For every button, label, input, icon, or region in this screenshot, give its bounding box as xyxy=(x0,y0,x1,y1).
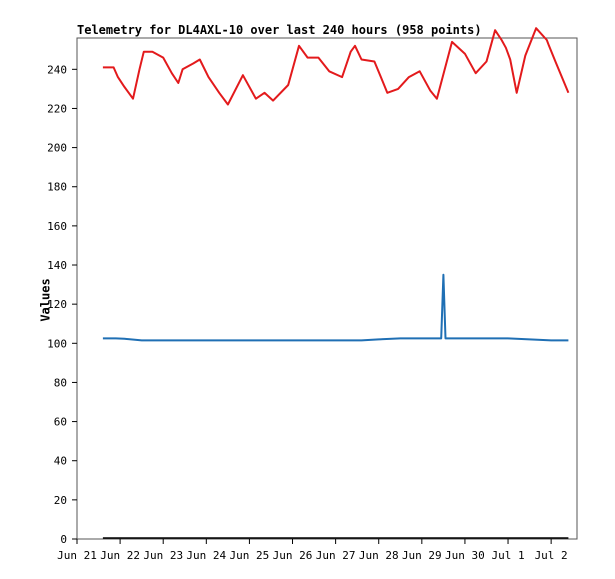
x-tick-label: Jun 29 xyxy=(402,549,442,562)
y-tick-label: 80 xyxy=(54,376,67,389)
y-tick-label: 200 xyxy=(47,142,67,155)
y-tick-label: 120 xyxy=(47,298,67,311)
x-tick-label: Jun 27 xyxy=(316,549,356,562)
x-tick-label: Jun 30 xyxy=(445,549,485,562)
y-tick-label: 100 xyxy=(47,337,67,350)
series-line-2 xyxy=(102,273,569,342)
x-axis-ticks: Jun 21 Jun 22 Jun 23 Jun 24 Jun 25 Jun 26 Jun … xyxy=(57,539,568,562)
x-tick-label: Jul 1 xyxy=(491,549,524,562)
chart-title: Telemetry for DL4AXL-10 over last 240 ho… xyxy=(77,23,482,37)
y-tick-label: 20 xyxy=(54,494,67,507)
y-tick-label: 60 xyxy=(54,416,67,429)
plot-frame xyxy=(76,37,578,540)
x-tick-label: Jul 2 xyxy=(535,549,568,562)
y-tick-label: 40 xyxy=(54,455,67,468)
series-lines xyxy=(102,27,570,539)
x-tick-label: Jun 25 xyxy=(230,549,270,562)
x-tick-label: Jun 23 xyxy=(143,549,183,562)
x-tick-label: Jun 24 xyxy=(186,549,226,562)
y-tick-label: 220 xyxy=(47,102,67,115)
x-tick-label: Jun 26 xyxy=(273,549,313,562)
y-tick-label: 160 xyxy=(47,220,67,233)
y-tick-label: 0 xyxy=(60,533,67,546)
y-tick-label: 140 xyxy=(47,259,67,272)
x-tick-label: Jun 21 xyxy=(57,549,97,562)
x-tick-label: Jun 28 xyxy=(359,549,399,562)
y-tick-label: 180 xyxy=(47,181,67,194)
series-line-1 xyxy=(102,27,570,106)
y-axis-ticks: 0 20 40 60 80 100 120 140 160 180 200 220 240 xyxy=(47,63,77,546)
y-tick-label: 240 xyxy=(47,63,67,76)
x-tick-label: Jun 22 xyxy=(100,549,140,562)
